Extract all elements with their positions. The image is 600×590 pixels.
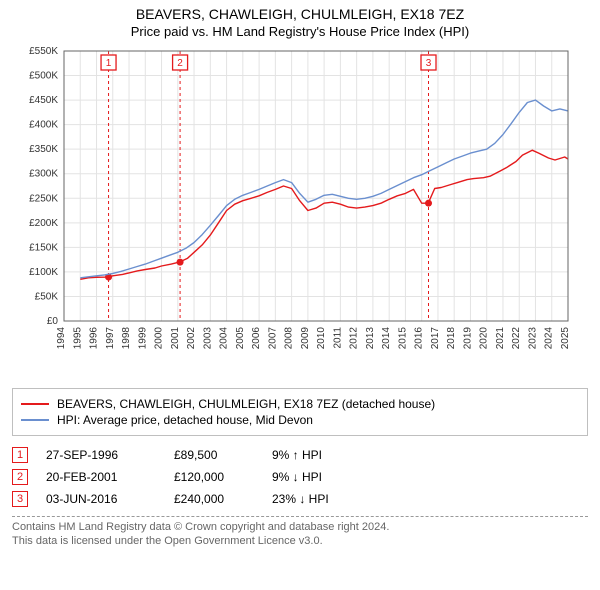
event-price: £120,000 xyxy=(174,470,254,484)
svg-text:2006: 2006 xyxy=(251,327,262,350)
legend-label: BEAVERS, CHAWLEIGH, CHULMLEIGH, EX18 7EZ… xyxy=(57,397,435,411)
footer-line-2: This data is licensed under the Open Gov… xyxy=(12,535,323,547)
svg-text:2011: 2011 xyxy=(332,327,343,349)
svg-text:2004: 2004 xyxy=(219,327,230,350)
svg-text:£400K: £400K xyxy=(29,120,58,131)
event-price: £240,000 xyxy=(174,492,254,506)
event-number-box: 3 xyxy=(12,491,28,507)
event-row: 3 03-JUN-2016 £240,000 23% ↓ HPI xyxy=(12,488,588,510)
svg-text:£50K: £50K xyxy=(35,291,59,302)
event-delta: 9% ↓ HPI xyxy=(272,470,382,484)
event-number-box: 1 xyxy=(12,447,28,463)
svg-text:2025: 2025 xyxy=(560,327,571,350)
svg-text:2018: 2018 xyxy=(446,327,457,350)
event-date: 20-FEB-2001 xyxy=(46,470,156,484)
svg-text:2024: 2024 xyxy=(544,327,555,350)
svg-text:2017: 2017 xyxy=(430,327,441,350)
svg-text:2001: 2001 xyxy=(170,327,181,350)
svg-text:2020: 2020 xyxy=(479,327,490,350)
legend-item: HPI: Average price, detached house, Mid … xyxy=(21,413,579,427)
svg-text:2013: 2013 xyxy=(365,327,376,350)
event-row: 2 20-FEB-2001 £120,000 9% ↓ HPI xyxy=(12,466,588,488)
svg-text:2012: 2012 xyxy=(349,327,360,350)
svg-text:2021: 2021 xyxy=(495,327,506,350)
svg-text:1: 1 xyxy=(106,58,112,69)
svg-text:1995: 1995 xyxy=(72,327,83,350)
chart-legend: BEAVERS, CHAWLEIGH, CHULMLEIGH, EX18 7EZ… xyxy=(12,388,588,436)
svg-text:3: 3 xyxy=(426,58,432,69)
legend-swatch xyxy=(21,403,49,405)
chart-title: BEAVERS, CHAWLEIGH, CHULMLEIGH, EX18 7EZ xyxy=(4,6,596,22)
svg-text:1994: 1994 xyxy=(56,327,67,350)
price-chart: £0 £50K £100K £150K £200K £250K £300K £350K £400… xyxy=(12,41,588,376)
svg-text:2003: 2003 xyxy=(202,327,213,350)
svg-text:2007: 2007 xyxy=(267,327,278,350)
footer-line-1: Contains HM Land Registry data © Crown c… xyxy=(12,521,389,533)
legend-item: BEAVERS, CHAWLEIGH, CHULMLEIGH, EX18 7EZ… xyxy=(21,397,579,411)
svg-text:1996: 1996 xyxy=(89,327,100,350)
svg-text:£550K: £550K xyxy=(29,46,58,57)
event-delta: 23% ↓ HPI xyxy=(272,492,382,506)
svg-text:£250K: £250K xyxy=(29,193,58,204)
attribution-footer: Contains HM Land Registry data © Crown c… xyxy=(12,516,588,549)
svg-text:£100K: £100K xyxy=(29,267,58,278)
svg-text:£350K: £350K xyxy=(29,144,58,155)
svg-text:1997: 1997 xyxy=(105,327,116,350)
svg-text:2002: 2002 xyxy=(186,327,197,350)
svg-text:£300K: £300K xyxy=(29,169,58,180)
svg-text:£500K: £500K xyxy=(29,71,58,82)
svg-text:£0: £0 xyxy=(47,316,59,327)
chart-subtitle: Price paid vs. HM Land Registry's House … xyxy=(4,24,596,39)
event-date: 03-JUN-2016 xyxy=(46,492,156,506)
svg-text:1998: 1998 xyxy=(121,327,132,350)
svg-text:2015: 2015 xyxy=(397,327,408,350)
svg-text:2008: 2008 xyxy=(284,327,295,350)
svg-text:2: 2 xyxy=(177,58,183,69)
event-number-box: 2 xyxy=(12,469,28,485)
event-table: 1 27-SEP-1996 £89,500 9% ↑ HPI 2 20-FEB-2001 £… xyxy=(12,444,588,510)
svg-text:2009: 2009 xyxy=(300,327,311,350)
chart-svg: £0 £50K £100K £150K £200K £250K £300K £350K £400… xyxy=(12,41,576,371)
svg-text:2019: 2019 xyxy=(462,327,473,350)
event-price: £89,500 xyxy=(174,448,254,462)
event-date: 27-SEP-1996 xyxy=(46,448,156,462)
svg-text:2023: 2023 xyxy=(527,327,538,350)
legend-swatch xyxy=(21,419,49,421)
svg-text:2014: 2014 xyxy=(381,327,392,350)
svg-text:£150K: £150K xyxy=(29,242,58,253)
svg-text:1999: 1999 xyxy=(137,327,148,350)
svg-text:2010: 2010 xyxy=(316,327,327,350)
svg-text:£200K: £200K xyxy=(29,218,58,229)
legend-label: HPI: Average price, detached house, Mid … xyxy=(57,413,313,427)
svg-text:2016: 2016 xyxy=(414,327,425,350)
event-delta: 9% ↑ HPI xyxy=(272,448,382,462)
svg-text:£450K: £450K xyxy=(29,95,58,106)
event-row: 1 27-SEP-1996 £89,500 9% ↑ HPI xyxy=(12,444,588,466)
svg-text:2000: 2000 xyxy=(154,327,165,350)
svg-text:2022: 2022 xyxy=(511,327,522,350)
svg-text:2005: 2005 xyxy=(235,327,246,350)
